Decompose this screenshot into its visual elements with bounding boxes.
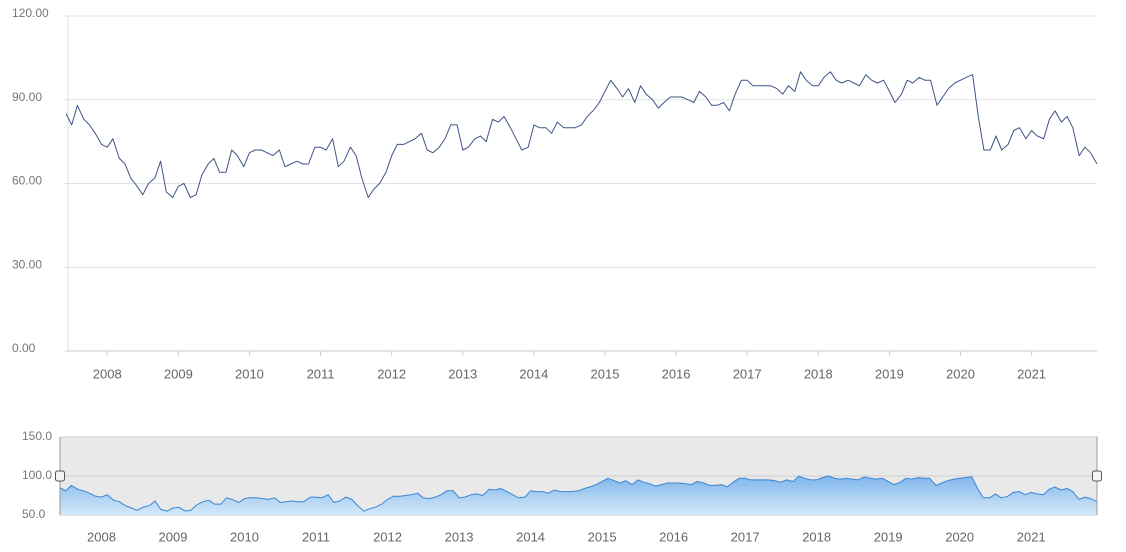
x-tick-label: 2017 [731, 529, 760, 544]
y-tick-label: 30.00 [12, 257, 42, 271]
x-tick-label: 2015 [588, 529, 617, 544]
y-tick-label: 150.0 [22, 429, 52, 443]
x-tick-label: 2008 [93, 366, 122, 381]
navigator-area-fill [60, 476, 1097, 515]
x-tick-label: 2018 [804, 366, 833, 381]
x-tick-label: 2021 [1017, 529, 1046, 544]
x-tick-label: 2013 [448, 366, 477, 381]
x-tick-label: 2010 [230, 529, 259, 544]
x-tick-label: 2018 [802, 529, 831, 544]
x-tick-label: 2020 [946, 366, 975, 381]
x-tick-label: 2011 [307, 366, 335, 381]
x-tick-label: 2016 [662, 366, 691, 381]
data-line [65, 71, 1098, 198]
x-tick-label: 2013 [445, 529, 474, 544]
x-tick-label: 2012 [377, 366, 406, 381]
x-tick-label: 2020 [945, 529, 974, 544]
x-tick-label: 2012 [373, 529, 402, 544]
y-tick-label: 120.00 [12, 6, 49, 20]
x-tick-label: 2021 [1017, 366, 1046, 381]
x-tick-label: 2016 [659, 529, 688, 544]
navigator-handle[interactable] [55, 470, 65, 482]
x-tick-label: 2009 [164, 366, 193, 381]
x-tick-label: 2015 [591, 366, 620, 381]
x-tick-label: 2017 [733, 366, 762, 381]
x-tick-label: 2009 [159, 529, 188, 544]
y-tick-label: 90.00 [12, 90, 42, 104]
navigator-line [59, 475, 1098, 512]
x-tick-label: 2019 [874, 529, 903, 544]
y-tick-label: 0.00 [12, 341, 36, 355]
x-tick-label: 2014 [519, 366, 548, 381]
y-tick-label: 50.0 [22, 507, 46, 521]
x-tick-label: 2014 [516, 529, 545, 544]
navigator-handle[interactable] [1092, 470, 1102, 482]
x-tick-label: 2008 [87, 529, 116, 544]
y-tick-label: 60.00 [12, 174, 42, 188]
x-tick-label: 2010 [235, 366, 264, 381]
x-tick-label: 2019 [875, 366, 904, 381]
x-tick-label: 2011 [302, 529, 330, 544]
y-tick-label: 100.0 [22, 468, 52, 482]
